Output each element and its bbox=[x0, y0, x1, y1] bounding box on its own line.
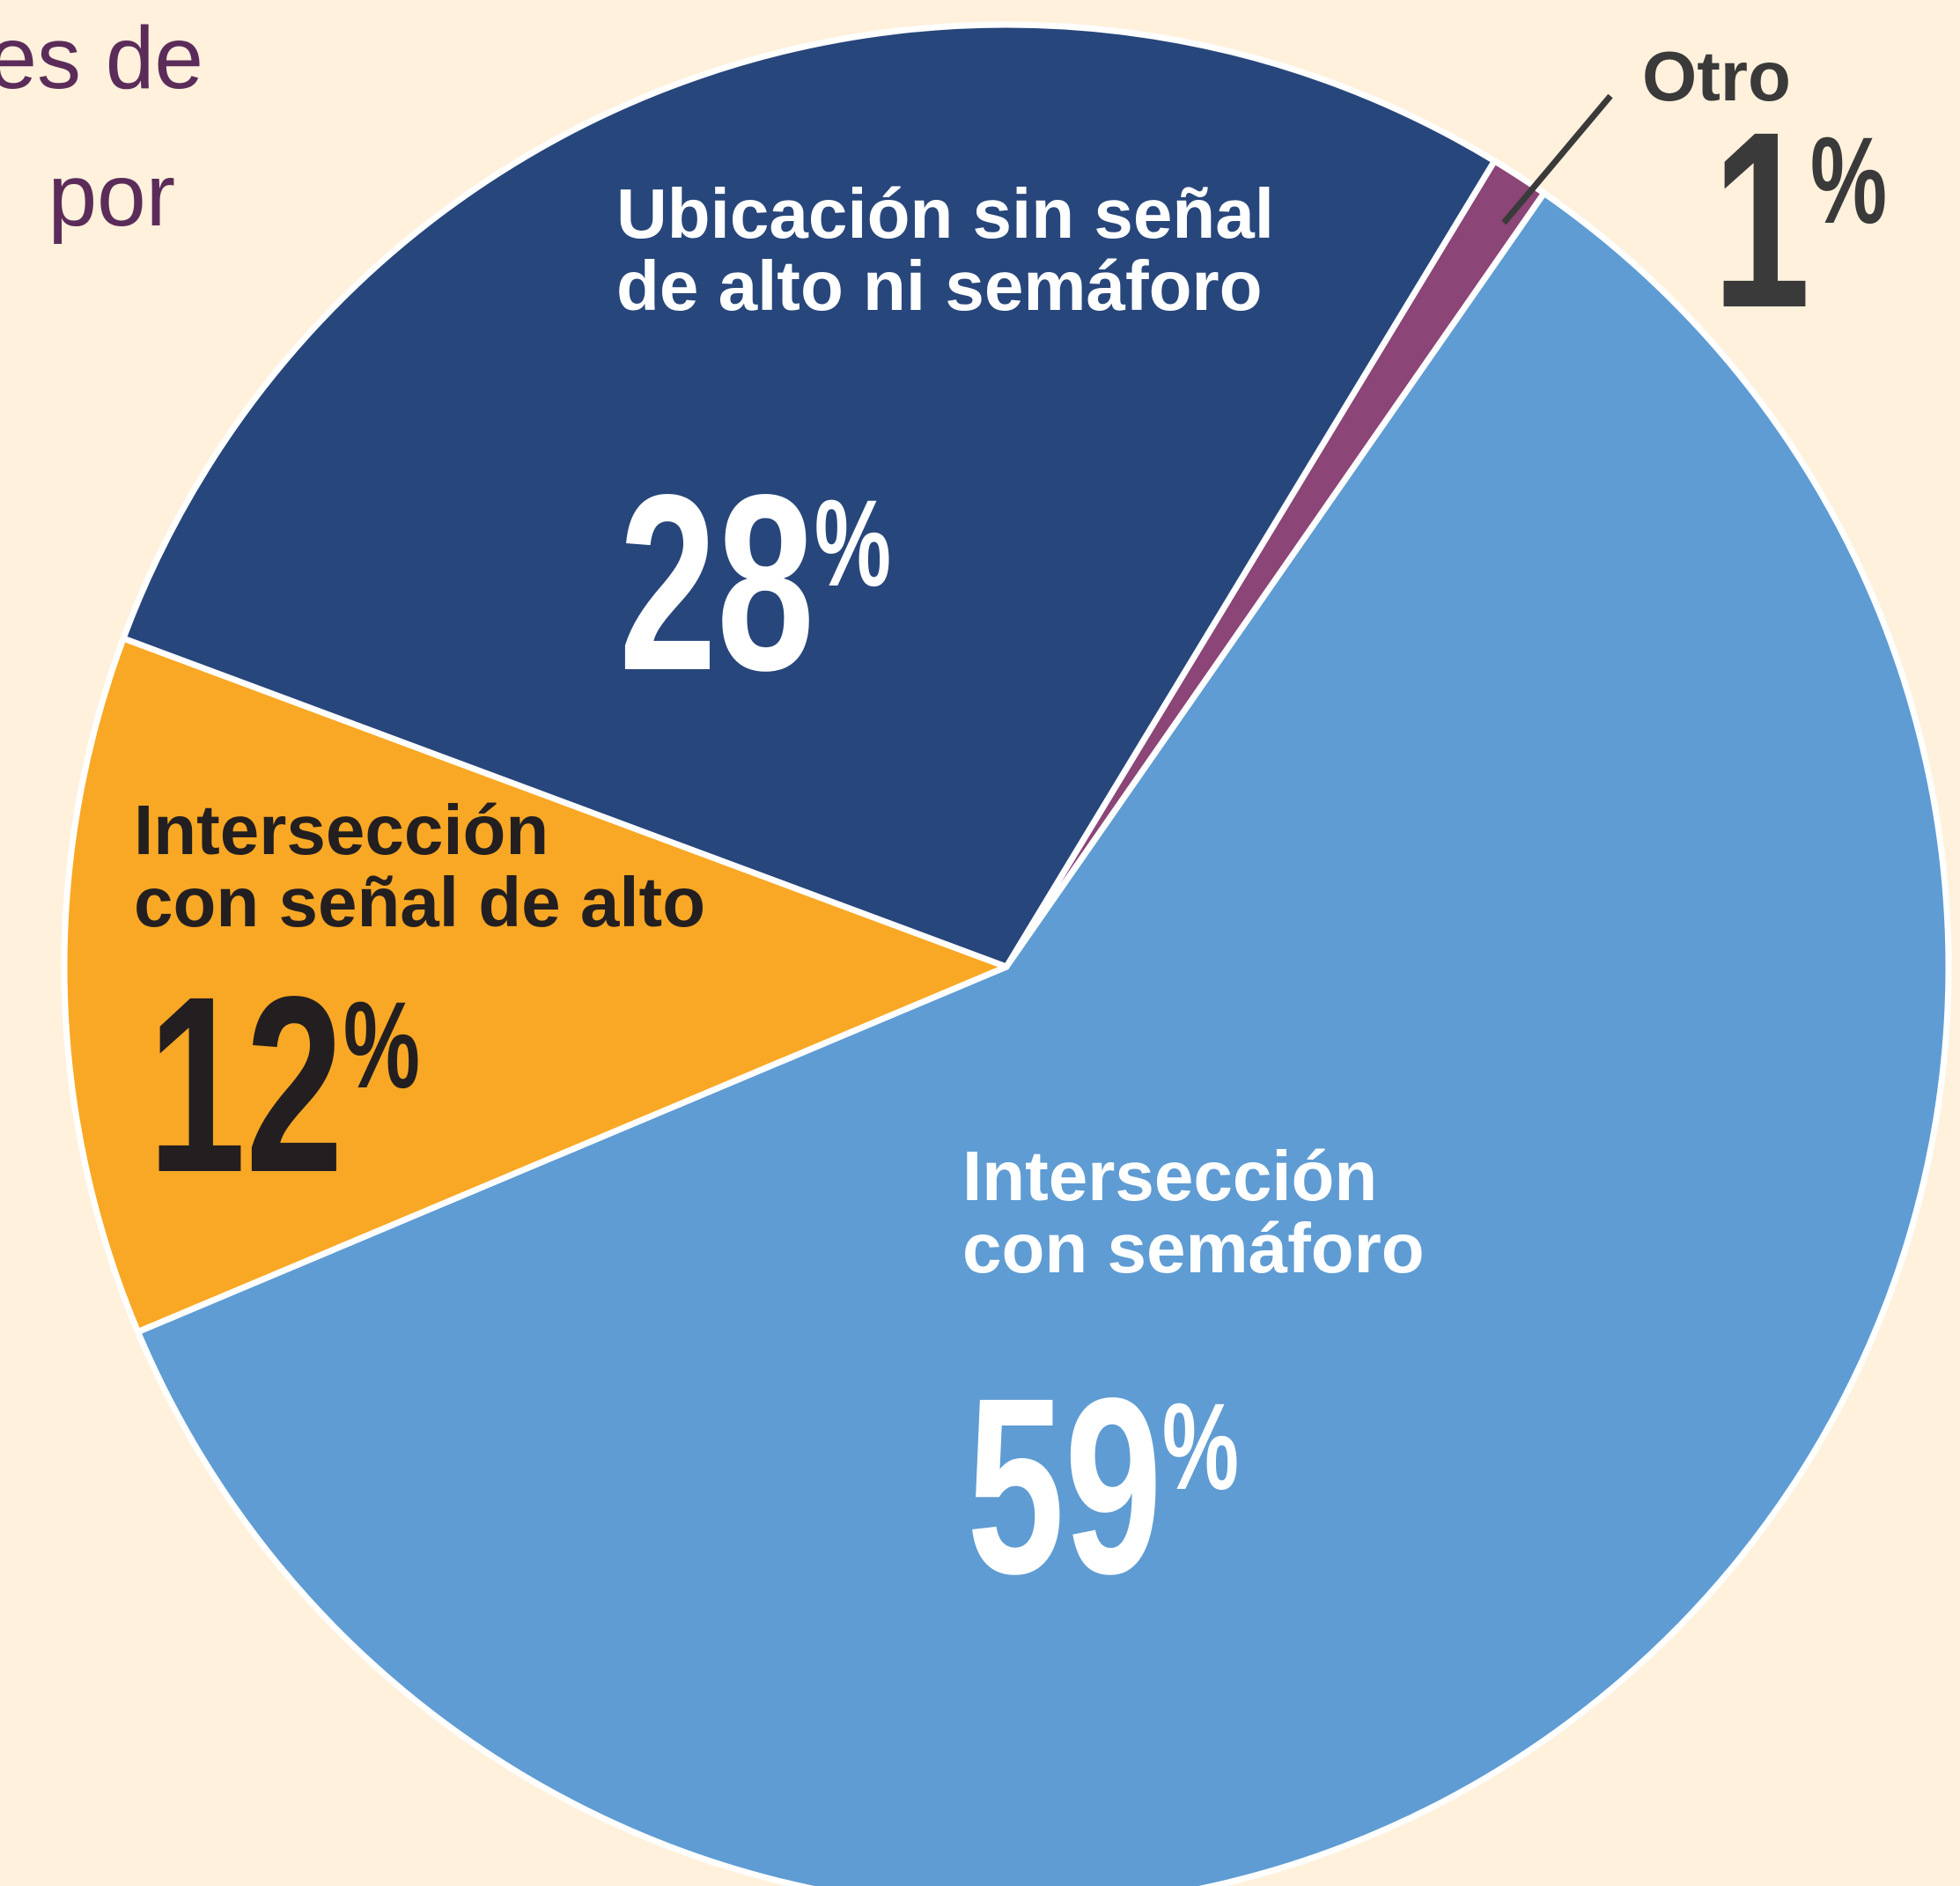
pie bbox=[61, 21, 1952, 1886]
pie-slice bbox=[120, 21, 1498, 970]
value-label-group: 12% bbox=[148, 945, 420, 1226]
value-label-group: 59% bbox=[967, 1346, 1239, 1627]
value-label: 12% bbox=[148, 945, 420, 1226]
slice-label: Ubicación sin señal de alto ni semáforo bbox=[616, 174, 1274, 325]
slice-label: Intersección con semáforo bbox=[962, 1137, 1425, 1287]
value-label: 28% bbox=[619, 443, 891, 724]
pie-slice bbox=[135, 189, 1952, 1886]
slice-label: Otro bbox=[1642, 37, 1791, 115]
leader-line bbox=[1501, 93, 1613, 225]
value-label-group: 28% bbox=[619, 443, 891, 724]
title-fragment: es de bbox=[0, 9, 203, 107]
pie-slice bbox=[61, 635, 1010, 1336]
slice-label: Intersección con señal de alto bbox=[134, 791, 705, 941]
value-label: 59% bbox=[967, 1346, 1239, 1627]
value-label-group: 1% bbox=[1713, 80, 1887, 361]
value-label: 1% bbox=[1713, 80, 1887, 361]
title-fragment: por bbox=[48, 146, 175, 245]
